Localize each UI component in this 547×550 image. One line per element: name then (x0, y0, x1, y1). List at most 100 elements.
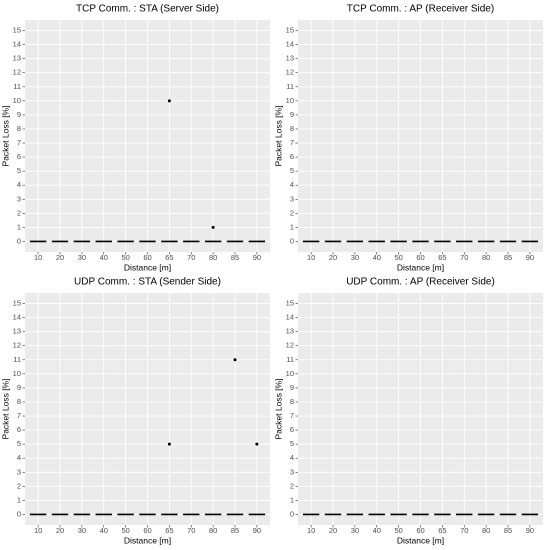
x-tick-label: 70 (460, 253, 468, 262)
y-tick-label: 2 (290, 481, 294, 490)
y-tick-label: 13 (286, 327, 294, 336)
y-tick-label: 8 (17, 124, 21, 133)
y-tick-label: 11 (286, 82, 294, 91)
y-tick-label: 5 (290, 166, 294, 175)
x-tick-label: 85 (231, 253, 239, 262)
y-tick-label: 5 (17, 439, 21, 448)
x-tick-label: 70 (460, 526, 468, 535)
x-tick-label: 90 (526, 526, 534, 535)
y-tick-label: 15 (286, 299, 294, 308)
y-tick-label: 11 (13, 355, 21, 364)
y-tick-label: 14 (286, 313, 294, 322)
x-axis-title: Distance [m] (124, 262, 171, 272)
x-tick-label: 20 (56, 253, 64, 262)
y-tick-label: 9 (17, 383, 21, 392)
y-tick-label: 14 (13, 313, 21, 322)
y-tick-label: 3 (17, 467, 21, 476)
x-tick-label: 10 (34, 526, 42, 535)
x-tick-label: 80 (482, 253, 490, 262)
y-tick-label: 6 (17, 152, 21, 161)
y-tick-label: 13 (13, 327, 21, 336)
x-tick-label: 50 (121, 253, 129, 262)
y-tick-label: 12 (286, 341, 294, 350)
x-tick-label: 20 (329, 526, 337, 535)
x-tick-label: 65 (165, 526, 173, 535)
y-tick-label: 1 (17, 495, 21, 504)
x-axis-title: Distance [m] (397, 535, 444, 545)
y-tick-label: 3 (17, 194, 21, 203)
y-tick-label: 8 (290, 397, 294, 406)
y-tick-label: 7 (17, 138, 21, 147)
y-tick-label: 9 (290, 383, 294, 392)
y-tick-label: 8 (17, 397, 21, 406)
x-tick-label: 85 (231, 526, 239, 535)
x-tick-label: 30 (78, 253, 86, 262)
x-tick-label: 65 (438, 526, 446, 535)
y-tick-label: 10 (13, 369, 21, 378)
y-tick-label: 2 (290, 208, 294, 217)
x-tick-label: 40 (373, 526, 381, 535)
x-tick-label: 90 (526, 253, 534, 262)
y-tick-label: 12 (13, 68, 21, 77)
x-tick-label: 80 (209, 526, 217, 535)
panel-title: UDP Comm. : STA (Sender Side) (74, 277, 221, 288)
y-tick-label: 6 (17, 425, 21, 434)
y-tick-label: 11 (13, 82, 21, 91)
y-tick-label: 4 (17, 453, 21, 462)
panel-title: TCP Comm. : STA (Server Side) (76, 4, 219, 15)
x-tick-label: 40 (373, 253, 381, 262)
x-tick-label: 65 (438, 253, 446, 262)
x-tick-label: 50 (121, 526, 129, 535)
y-tick-label: 4 (17, 180, 21, 189)
y-tick-label: 1 (17, 222, 21, 231)
y-tick-label: 6 (290, 152, 294, 161)
x-tick-label: 50 (394, 526, 402, 535)
y-tick-label: 14 (286, 40, 294, 49)
y-tick-label: 5 (290, 439, 294, 448)
x-tick-label: 60 (143, 253, 151, 262)
y-tick-label: 0 (17, 236, 21, 245)
y-tick-label: 15 (286, 26, 294, 35)
y-axis-title: Packet Loss [%] (0, 106, 10, 167)
y-tick-label: 15 (13, 26, 21, 35)
y-tick-label: 13 (13, 54, 21, 63)
outlier (255, 442, 259, 446)
y-tick-label: 7 (17, 411, 21, 420)
x-tick-label: 20 (329, 253, 337, 262)
y-tick-label: 7 (290, 138, 294, 147)
y-tick-label: 15 (13, 299, 21, 308)
outlier (233, 358, 237, 362)
y-tick-label: 5 (17, 166, 21, 175)
y-tick-label: 6 (290, 425, 294, 434)
y-tick-label: 9 (17, 110, 21, 119)
y-axis-title: Packet Loss [%] (0, 379, 10, 440)
x-tick-label: 10 (307, 253, 315, 262)
x-tick-label: 70 (187, 253, 195, 262)
x-tick-label: 65 (165, 253, 173, 262)
x-tick-label: 60 (416, 253, 424, 262)
outlier (167, 442, 171, 446)
y-tick-label: 0 (290, 236, 294, 245)
y-tick-label: 10 (286, 369, 294, 378)
y-tick-label: 10 (286, 96, 294, 105)
y-tick-label: 10 (13, 96, 21, 105)
x-tick-label: 90 (253, 526, 261, 535)
y-tick-label: 12 (286, 68, 294, 77)
y-tick-label: 0 (17, 509, 21, 518)
outlier (167, 99, 171, 103)
panel-title: TCP Comm. : AP (Receiver Side) (347, 4, 494, 15)
x-tick-label: 70 (187, 526, 195, 535)
y-tick-label: 1 (290, 222, 294, 231)
x-tick-label: 30 (351, 526, 359, 535)
y-tick-label: 8 (290, 124, 294, 133)
x-tick-label: 85 (504, 526, 512, 535)
x-tick-label: 60 (143, 526, 151, 535)
y-tick-label: 3 (290, 194, 294, 203)
x-axis-title: Distance [m] (124, 535, 171, 545)
x-axis-title: Distance [m] (397, 262, 444, 272)
y-tick-label: 4 (290, 453, 294, 462)
y-tick-label: 13 (286, 54, 294, 63)
x-tick-label: 50 (394, 253, 402, 262)
x-tick-label: 80 (209, 253, 217, 262)
y-tick-label: 0 (290, 509, 294, 518)
